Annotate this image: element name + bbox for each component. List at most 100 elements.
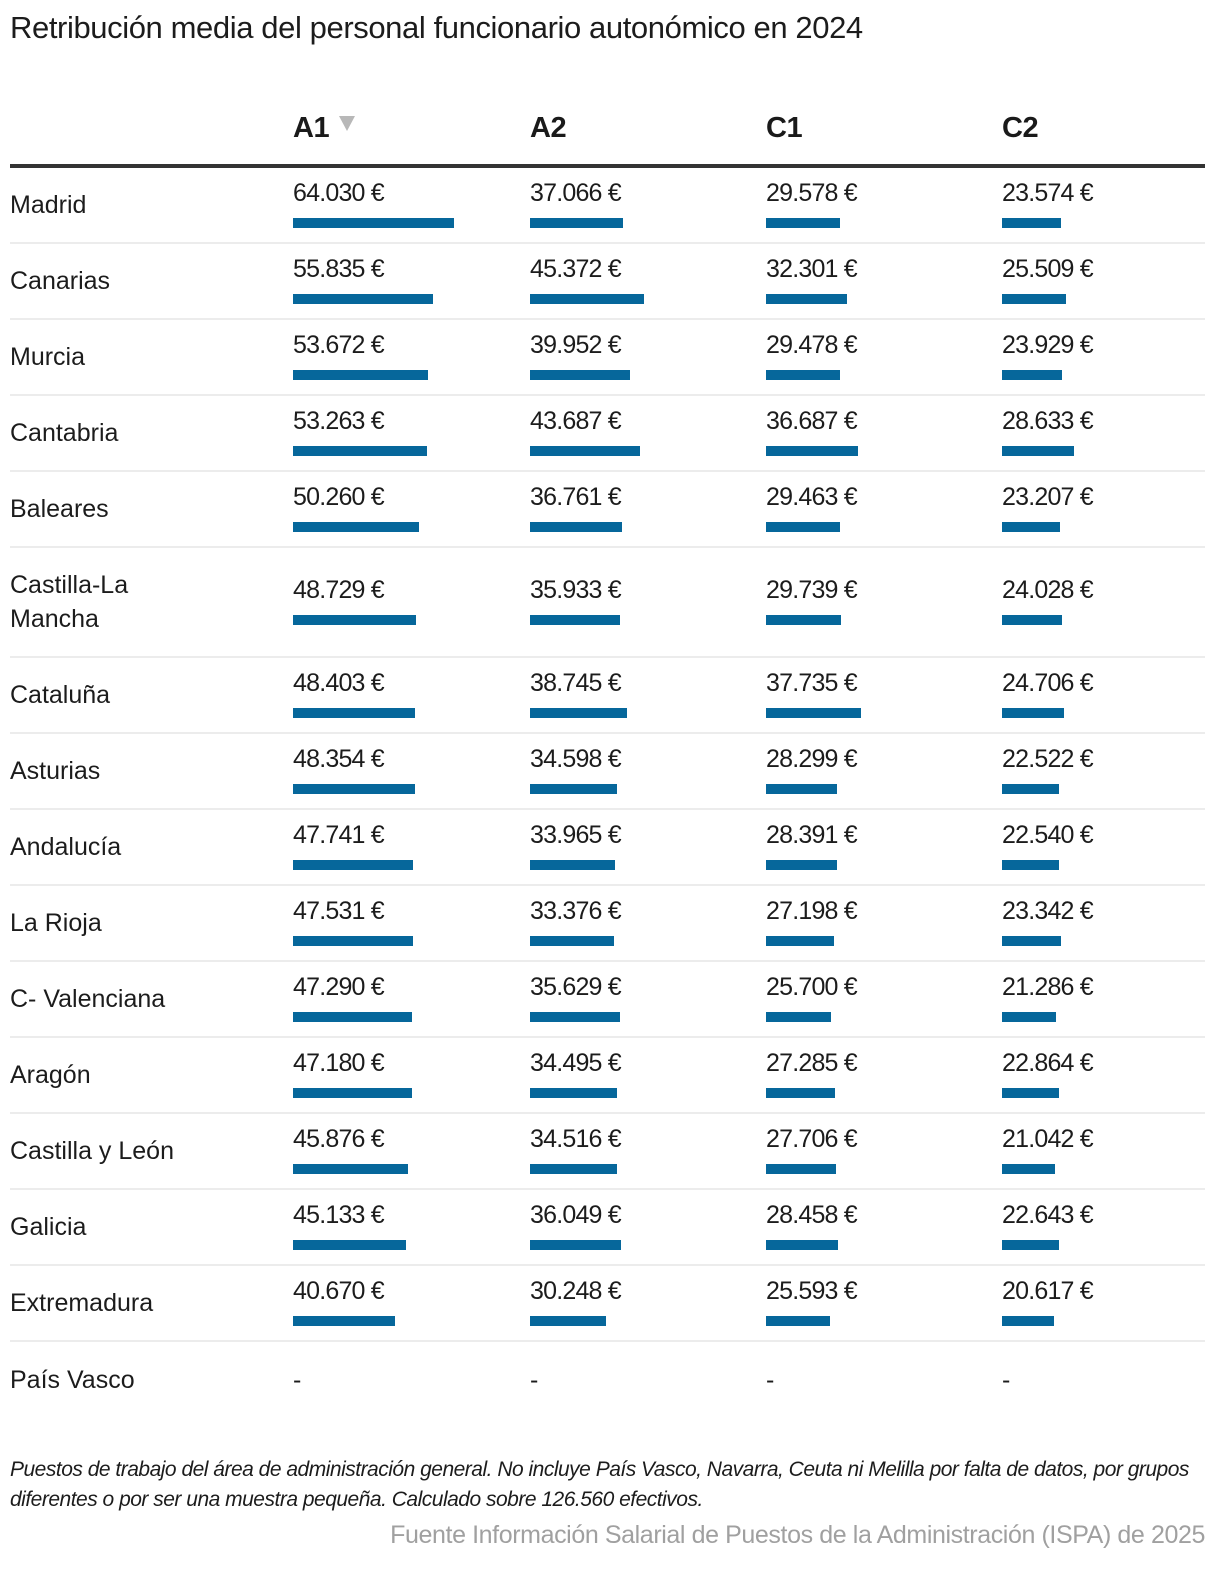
value-text: - bbox=[1002, 1366, 1011, 1394]
value-text: 55.835 € bbox=[293, 255, 385, 283]
value-cell-c2: 23.207 € bbox=[1002, 483, 1094, 535]
value-cell-a1: 53.263 € bbox=[293, 407, 427, 459]
value-cell-a1: 53.672 € bbox=[293, 331, 428, 383]
value-cell-c2: - bbox=[1002, 1366, 1010, 1394]
value-bar bbox=[766, 370, 840, 380]
value-cell-a1: 45.133 € bbox=[293, 1201, 406, 1253]
table-row: Andalucía 47.741 € 33.965 € 28.391 € 22.540 … bbox=[10, 810, 1205, 886]
value-bar bbox=[293, 522, 419, 532]
value-bar bbox=[1002, 1088, 1059, 1098]
value-bar bbox=[1002, 218, 1061, 228]
region-label: C- Valenciana bbox=[10, 985, 166, 1013]
value-cell-a2: 34.495 € bbox=[530, 1049, 622, 1101]
value-cell-a2: 34.516 € bbox=[530, 1125, 622, 1177]
value-text: 30.248 € bbox=[530, 1277, 622, 1305]
value-cell-c2: 28.633 € bbox=[1002, 407, 1094, 459]
value-bar bbox=[530, 936, 614, 946]
region-label: Castilla y León bbox=[10, 1137, 174, 1165]
value-bar bbox=[530, 1012, 620, 1022]
region-label: Galicia bbox=[10, 1213, 87, 1241]
value-cell-c1: 27.198 € bbox=[766, 897, 858, 949]
value-bar bbox=[293, 1012, 412, 1022]
value-text: 37.735 € bbox=[766, 669, 858, 697]
value-text: 24.706 € bbox=[1002, 669, 1094, 697]
value-cell-a1: 40.670 € bbox=[293, 1277, 395, 1329]
value-bar bbox=[530, 708, 627, 718]
sort-descending-icon[interactable] bbox=[339, 116, 356, 131]
value-bar bbox=[766, 1240, 838, 1250]
value-bar bbox=[766, 294, 847, 304]
value-text: 23.342 € bbox=[1002, 897, 1094, 925]
value-bar bbox=[530, 1164, 617, 1174]
value-text: 33.376 € bbox=[530, 897, 622, 925]
value-cell-c1: 36.687 € bbox=[766, 407, 858, 459]
value-text: 29.578 € bbox=[766, 179, 858, 207]
value-cell-c2: 25.509 € bbox=[1002, 255, 1094, 307]
table-row: Castilla-La Mancha 48.729 € 35.933 € 29.739… bbox=[10, 548, 1205, 658]
value-bar bbox=[1002, 522, 1060, 532]
value-bar bbox=[293, 708, 415, 718]
value-text: 23.574 € bbox=[1002, 179, 1094, 207]
table-row: Cantabria 53.263 € 43.687 € 36.687 € 28.633 … bbox=[10, 396, 1205, 472]
region-label: Asturias bbox=[10, 757, 101, 785]
salary-table: A1 A2 C1 C2 Madrid 64.030 € 37.066 € 29.578… bbox=[10, 96, 1205, 1418]
value-bar bbox=[766, 1164, 836, 1174]
column-header-c2[interactable]: C2 bbox=[1002, 112, 1039, 144]
value-bar bbox=[1002, 1240, 1059, 1250]
value-bar bbox=[1002, 370, 1062, 380]
value-bar bbox=[766, 1012, 831, 1022]
value-cell-c2: 22.540 € bbox=[1002, 821, 1094, 873]
value-cell-a2: 35.629 € bbox=[530, 973, 622, 1025]
value-bar bbox=[530, 860, 615, 870]
value-text: 25.700 € bbox=[766, 973, 858, 1001]
value-bar bbox=[293, 294, 433, 304]
region-label: Canarias bbox=[10, 267, 111, 295]
value-text: - bbox=[766, 1366, 775, 1394]
value-bar bbox=[1002, 936, 1061, 946]
value-cell-a1: 50.260 € bbox=[293, 483, 419, 535]
region-label: Cataluña bbox=[10, 681, 111, 709]
value-cell-a1: 47.741 € bbox=[293, 821, 413, 873]
value-cell-a2: 36.049 € bbox=[530, 1201, 622, 1253]
table-row: Cataluña 48.403 € 38.745 € 37.735 € 24.706 € bbox=[10, 658, 1205, 734]
value-cell-a2: 37.066 € bbox=[530, 179, 623, 231]
value-text: 53.672 € bbox=[293, 331, 385, 359]
value-text: 39.952 € bbox=[530, 331, 622, 359]
value-text: 23.929 € bbox=[1002, 331, 1094, 359]
value-text: 28.458 € bbox=[766, 1201, 858, 1229]
value-text: 28.299 € bbox=[766, 745, 858, 773]
value-text: 64.030 € bbox=[293, 179, 385, 207]
region-label: Castilla-La Mancha bbox=[10, 571, 129, 633]
value-text: 48.354 € bbox=[293, 745, 385, 773]
value-bar bbox=[766, 1088, 835, 1098]
value-bar bbox=[530, 294, 644, 304]
value-cell-c1: - bbox=[766, 1366, 774, 1394]
value-bar bbox=[766, 522, 840, 532]
value-text: 22.643 € bbox=[1002, 1201, 1094, 1229]
value-text: 45.133 € bbox=[293, 1201, 385, 1229]
column-header-a2[interactable]: A2 bbox=[530, 112, 567, 144]
value-cell-a1: 55.835 € bbox=[293, 255, 433, 307]
table-row: Baleares 50.260 € 36.761 € 29.463 € 23.207 € bbox=[10, 472, 1205, 548]
table-body: Madrid 64.030 € 37.066 € 29.578 € 23.574 € Ca… bbox=[10, 168, 1205, 1418]
value-cell-c1: 32.301 € bbox=[766, 255, 858, 307]
column-header-c1[interactable]: C1 bbox=[766, 112, 803, 144]
value-text: 29.463 € bbox=[766, 483, 858, 511]
value-bar bbox=[1002, 1316, 1054, 1326]
value-bar bbox=[766, 615, 841, 625]
value-bar bbox=[530, 218, 623, 228]
value-bar bbox=[293, 936, 413, 946]
table-row: Madrid 64.030 € 37.066 € 29.578 € 23.574 € bbox=[10, 168, 1205, 244]
value-cell-c2: 20.617 € bbox=[1002, 1277, 1094, 1329]
value-text: 28.391 € bbox=[766, 821, 858, 849]
region-label: Baleares bbox=[10, 495, 109, 523]
value-text: 45.876 € bbox=[293, 1125, 385, 1153]
value-cell-a1: 48.354 € bbox=[293, 745, 415, 797]
value-cell-c1: 27.285 € bbox=[766, 1049, 858, 1101]
value-bar bbox=[530, 1316, 606, 1326]
value-text: 22.864 € bbox=[1002, 1049, 1094, 1077]
value-text: 47.180 € bbox=[293, 1049, 385, 1077]
region-label: Andalucía bbox=[10, 833, 122, 861]
value-cell-c2: 21.042 € bbox=[1002, 1125, 1094, 1177]
column-header-a1[interactable]: A1 bbox=[293, 112, 356, 145]
